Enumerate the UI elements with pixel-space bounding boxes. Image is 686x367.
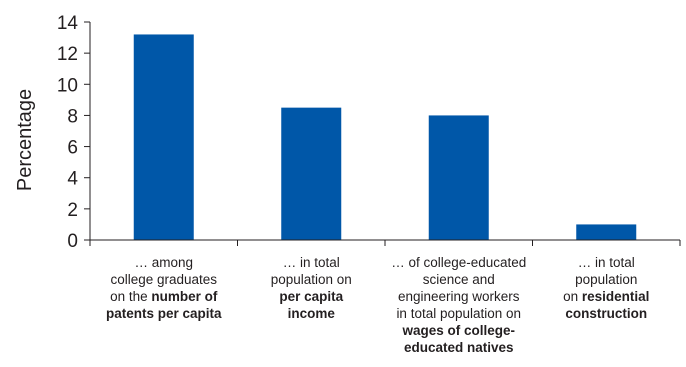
y-tick-label: 0 [67, 231, 78, 252]
y-tick-label: 10 [57, 75, 78, 96]
bar [133, 34, 194, 241]
x-tick-label: … of college-educated science and engineer… [391, 255, 527, 355]
x-tick-label: … in total population on per capita income [270, 255, 352, 321]
y-tick-label: 6 [67, 138, 78, 159]
y-tick-label: 14 [57, 13, 79, 34]
y-tick-label: 4 [67, 169, 78, 190]
bar [576, 224, 637, 240]
y-axis-label: Percentage [14, 89, 36, 191]
bar [428, 115, 489, 240]
y-axis: 0 2 4 6 8 10 12 14 [57, 13, 91, 252]
x-axis [89, 239, 681, 246]
bar [281, 107, 342, 241]
y-tick-label: 2 [67, 200, 78, 221]
x-tick-label: … among college graduates on the number of… [105, 255, 222, 321]
y-tick-label: 12 [57, 44, 78, 65]
x-tick-label: … in total population on residential constr… [563, 255, 650, 321]
bars [133, 34, 637, 241]
y-tick-label: 8 [67, 106, 78, 127]
